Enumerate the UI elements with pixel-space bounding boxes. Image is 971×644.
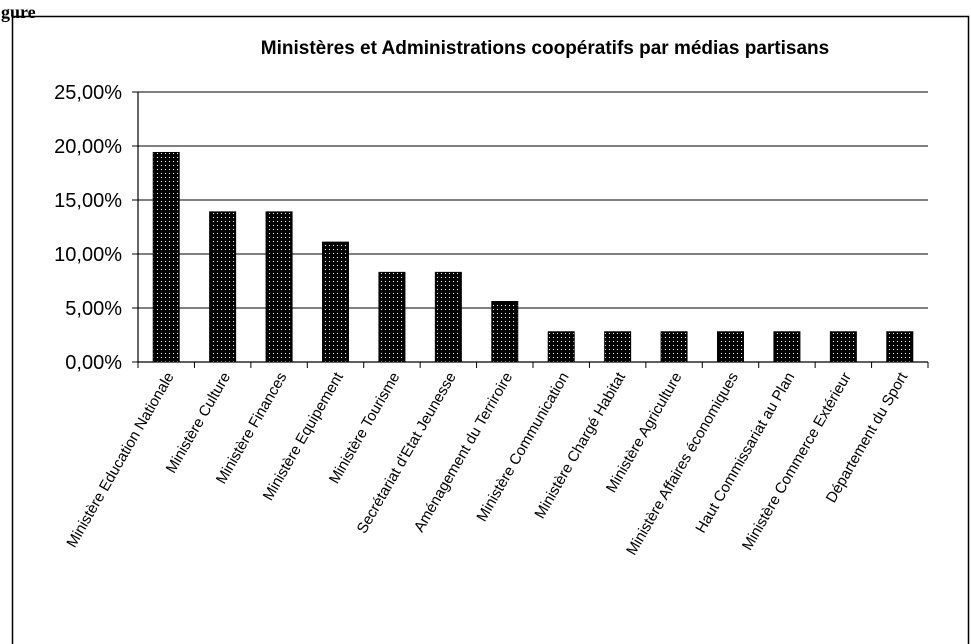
gridlines [138, 91, 928, 309]
x-tick-label: Ministère Affaires économiques [623, 370, 742, 559]
bar-12 [773, 331, 801, 363]
bar-14 [886, 331, 914, 363]
bar-7 [491, 301, 519, 363]
y-tick-label: 5,00% [65, 298, 122, 320]
x-tick-label: Aménagement du Terriroire [411, 370, 516, 536]
y-tick-label: 25,00% [54, 82, 122, 104]
bar-11 [717, 331, 744, 363]
chart-frame [11, 15, 970, 644]
bar-2 [209, 211, 237, 363]
x-tick-label: Ministère Commerce Extérieur [739, 370, 855, 554]
bar-1 [152, 151, 180, 363]
bar-3 [265, 211, 293, 363]
bar-13 [829, 331, 857, 363]
bar-9 [604, 331, 632, 363]
x-tick-label: Haut Commissariat au Plan [692, 370, 798, 537]
y-axis-ticks: 0,00% 5,00% 10,00% 15,00% 20,00% 25,00% [54, 82, 138, 374]
chart-title: Ministères et Administrations coopératif… [261, 38, 829, 59]
figure-caption: gure [1, 2, 36, 22]
bars [152, 151, 914, 363]
axes [137, 92, 929, 368]
x-tick-label: Secrétariat d'Etat Jeunesse [354, 370, 460, 537]
bar-10 [660, 331, 688, 363]
y-tick-label: 20,00% [54, 136, 122, 158]
bar-6 [434, 271, 462, 363]
bar-5 [378, 271, 406, 363]
x-axis-labels: Ministère Education Nationale Ministère C… [63, 369, 911, 558]
y-tick-label: 10,00% [54, 244, 122, 266]
bar-4 [322, 241, 349, 363]
x-tick-label: Ministère Education Nationale [63, 370, 177, 551]
y-tick-label: 15,00% [54, 190, 122, 212]
y-tick-label: 0,00% [65, 352, 122, 374]
bar-8 [547, 331, 575, 363]
